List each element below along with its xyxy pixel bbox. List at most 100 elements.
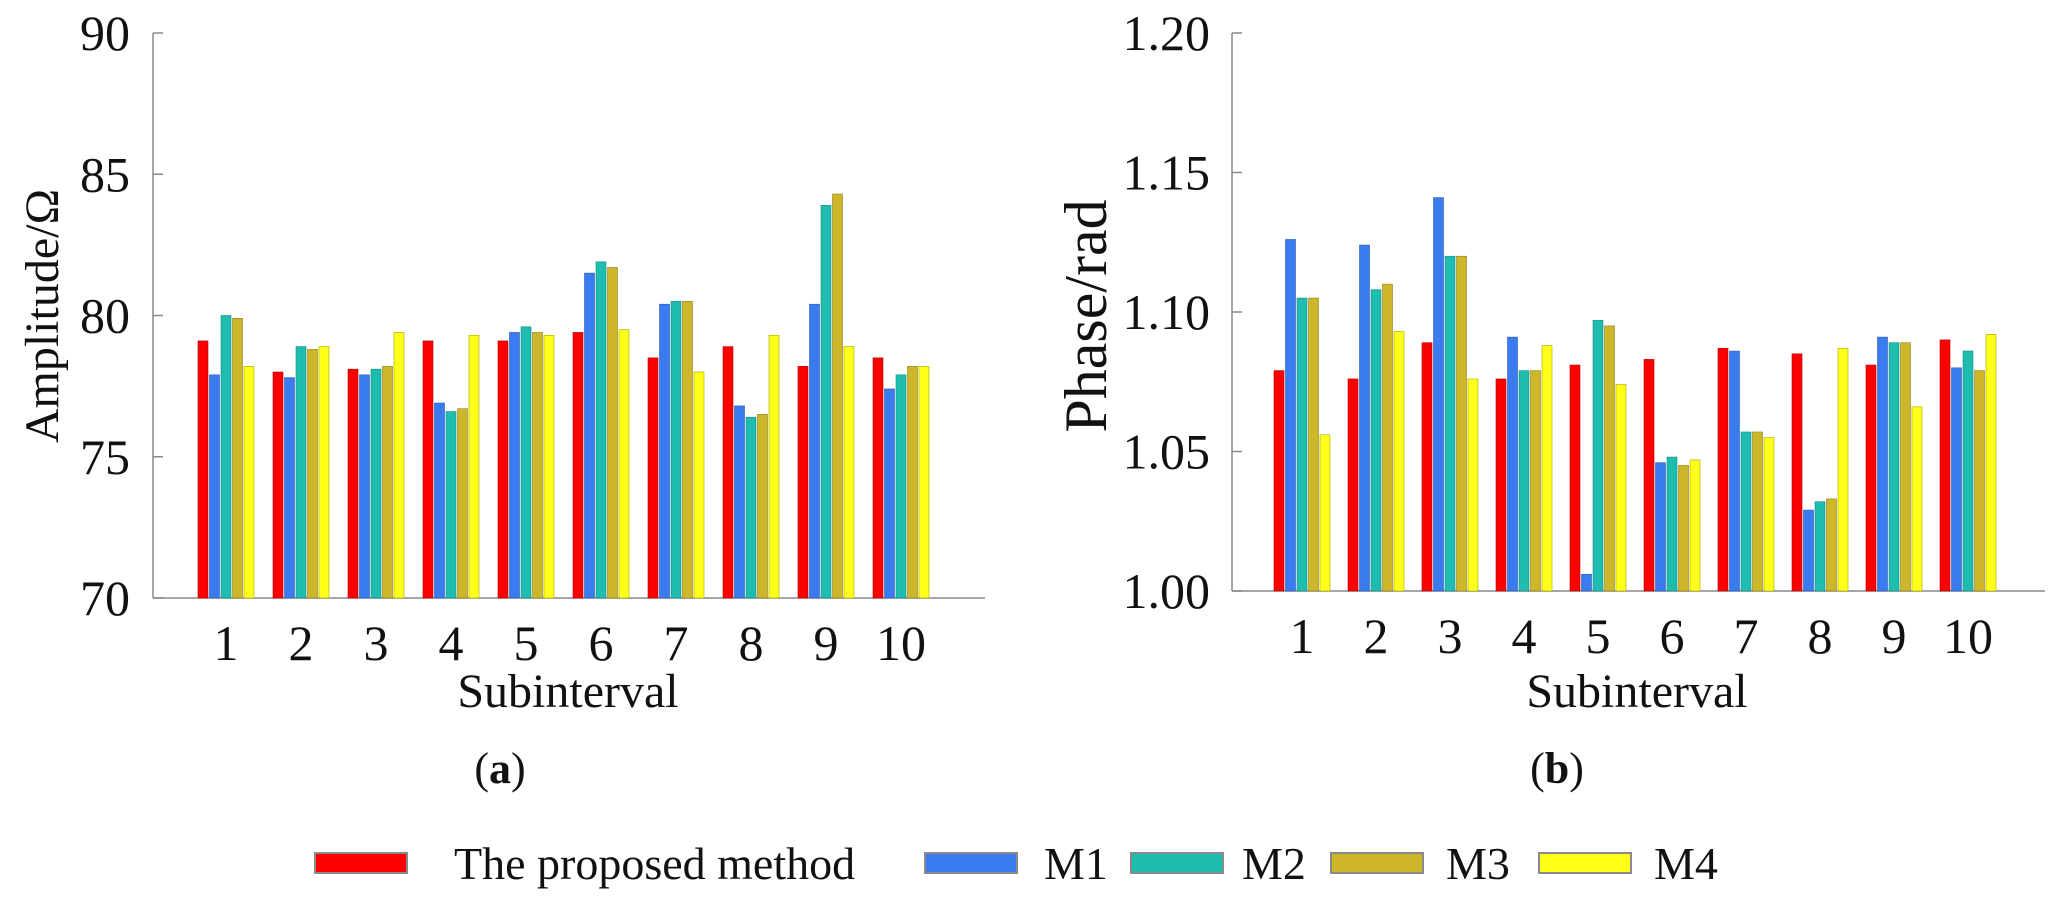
bar-a-3-0 <box>232 318 243 599</box>
bar-a-4-0 <box>243 366 255 599</box>
bar-a-1-4 <box>509 332 520 599</box>
x-tick-label-a: 1 <box>214 615 239 671</box>
bar-b-2-5 <box>1666 456 1678 592</box>
bar-a-1-2 <box>359 374 370 599</box>
x-tick-label-a: 3 <box>364 615 389 671</box>
bar-b-3-3 <box>1530 370 1541 592</box>
bar-a-3-8 <box>832 193 843 599</box>
bar-a-2-7 <box>745 416 757 599</box>
bar-b-3-9 <box>1974 370 1985 592</box>
x-tick-label-b: 6 <box>1660 608 1685 664</box>
bar-a-0-8 <box>797 366 809 599</box>
x-tick-label-b: 9 <box>1882 608 1907 664</box>
bar-b-4-0 <box>1319 434 1331 592</box>
y-tick-label-a: 70 <box>80 570 130 626</box>
y-tick-label-b: 1.00 <box>1123 563 1211 619</box>
panel-caption-b: (b) <box>1530 744 1584 793</box>
x-tick-label-a: 8 <box>739 615 764 671</box>
bar-b-1-7 <box>1803 509 1814 592</box>
x-tick-label-a: 5 <box>514 615 539 671</box>
x-tick-label-b: 7 <box>1734 608 1759 664</box>
panel-b-phase-chart: 1.00 1.05 1.10 1.15 1.20 Phase/rad 1 2 3 4 5 6 7 8 9 10… <box>1053 5 2045 793</box>
x-tick-label-b: 2 <box>1364 608 1389 664</box>
bar-b-4-8 <box>1911 406 1923 592</box>
bar-b-2-8 <box>1888 342 1900 592</box>
y-tick-label-a: 75 <box>80 429 130 485</box>
x-tick-label-b: 8 <box>1808 608 1833 664</box>
legend-swatch-m3 <box>1330 852 1424 874</box>
bar-b-1-6 <box>1729 350 1740 592</box>
bar-b-2-6 <box>1740 431 1752 592</box>
bar-a-4-3 <box>468 334 480 599</box>
bar-a-1-1 <box>284 377 295 599</box>
legend-swatch-m4 <box>1538 852 1632 874</box>
x-tick-label-a: 9 <box>814 615 839 671</box>
bar-b-3-1 <box>1382 283 1393 592</box>
x-tick-label-a: 10 <box>876 615 926 671</box>
panel-a-amplitude-chart: 70 75 80 85 90 Amplitude/Ω 1 2 3 4 5 6 7 8 9 10 Subinter… <box>16 5 985 793</box>
bar-a-1-8 <box>809 303 820 599</box>
bar-b-3-2 <box>1456 255 1467 592</box>
bar-a-3-4 <box>532 332 543 599</box>
y-tick-label-b: 1.20 <box>1123 5 1211 61</box>
bar-b-4-6 <box>1763 437 1775 592</box>
y-axis-label-a: Amplitude/Ω <box>16 189 69 443</box>
x-tick-label-a: 2 <box>289 615 314 671</box>
legend-label-m2: M2 <box>1242 838 1306 889</box>
legend-label-m4: M4 <box>1654 838 1718 889</box>
bar-b-4-1 <box>1393 331 1405 592</box>
y-tick-label-b: 1.15 <box>1123 145 1211 201</box>
bar-a-4-8 <box>843 346 855 599</box>
x-tick-label-b: 3 <box>1438 608 1463 664</box>
bar-b-1-0 <box>1285 239 1296 592</box>
bar-a-4-9 <box>918 366 930 599</box>
y-tick-label-a: 85 <box>80 146 130 202</box>
bar-a-2-8 <box>820 205 832 599</box>
bar-a-3-5 <box>607 267 618 599</box>
bar-a-4-6 <box>693 371 705 599</box>
x-axis-label-a: Subinterval <box>457 665 678 718</box>
bar-b-2-0 <box>1296 297 1308 592</box>
bar-a-2-4 <box>520 326 532 599</box>
bar-b-4-9 <box>1985 334 1997 592</box>
legend-swatch-proposed <box>314 852 408 874</box>
bar-a-3-9 <box>907 366 918 599</box>
bar-a-3-1 <box>307 349 318 599</box>
bar-b-0-0 <box>1273 370 1285 592</box>
bar-b-4-2 <box>1467 378 1479 592</box>
bar-a-0-6 <box>647 357 659 599</box>
bar-a-1-7 <box>734 405 745 599</box>
bar-b-1-2 <box>1433 197 1444 592</box>
bar-a-4-2 <box>393 332 405 599</box>
bar-b-0-8 <box>1865 364 1877 592</box>
bar-b-1-4 <box>1581 573 1592 592</box>
bar-b-2-9 <box>1962 350 1974 592</box>
bar-a-4-7 <box>768 334 780 599</box>
bar-b-4-4 <box>1615 384 1627 592</box>
bar-a-0-1 <box>272 371 284 599</box>
bar-a-2-3 <box>445 411 457 599</box>
x-tick-label-b: 4 <box>1512 608 1537 664</box>
y-tick-label-b: 1.10 <box>1123 284 1211 340</box>
bar-b-2-3 <box>1518 370 1530 592</box>
bar-a-1-3 <box>434 402 445 599</box>
bar-b-2-2 <box>1444 255 1456 592</box>
bar-b-0-2 <box>1421 342 1433 592</box>
x-tick-label-a: 6 <box>589 615 614 671</box>
bar-a-0-3 <box>422 340 434 599</box>
bar-a-4-5 <box>618 329 630 599</box>
y-tick-label-b: 1.05 <box>1123 424 1211 480</box>
bar-b-0-5 <box>1643 359 1655 592</box>
bar-a-4-4 <box>543 334 555 599</box>
bar-a-0-5 <box>572 332 584 599</box>
bar-a-3-6 <box>682 301 693 599</box>
bar-b-4-5 <box>1689 459 1701 592</box>
bar-a-2-6 <box>670 301 682 599</box>
bar-b-2-4 <box>1592 320 1604 592</box>
legend-swatch-m1 <box>924 852 1018 874</box>
bar-a-1-6 <box>659 303 670 599</box>
bar-b-3-6 <box>1752 431 1763 592</box>
bar-a-3-3 <box>457 408 468 599</box>
bar-b-1-1 <box>1359 244 1370 592</box>
chart-legend: The proposed method M1 M2 M3 M4 <box>0 838 2057 898</box>
